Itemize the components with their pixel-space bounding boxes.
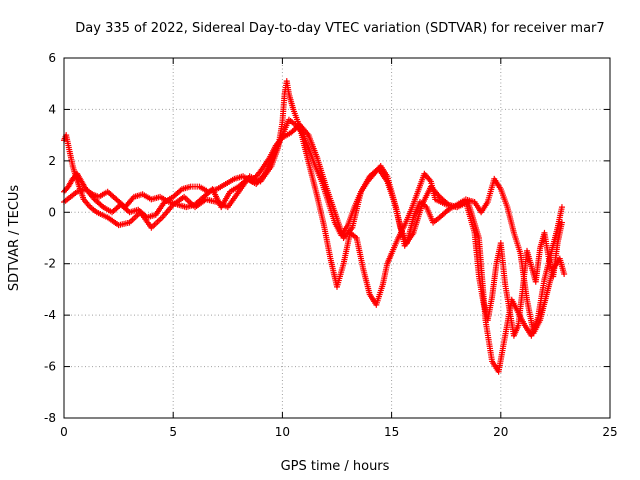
data-point bbox=[558, 204, 565, 211]
data-points bbox=[61, 78, 568, 375]
y-axis-label: SDTVAR / TECUs bbox=[7, 185, 22, 292]
x-tick-label: 0 bbox=[60, 425, 68, 439]
series-track-c bbox=[61, 121, 565, 339]
x-axis-label: GPS time / hours bbox=[281, 459, 390, 474]
x-tick-label: 25 bbox=[602, 425, 617, 439]
tick-labels: 0 5 10 15 20 25 -8 -6 -4 -2 0 2 4 6 bbox=[44, 51, 618, 439]
y-tick-label: 2 bbox=[48, 154, 56, 168]
axis-ticks bbox=[63, 57, 611, 419]
x-tick-label: 5 bbox=[169, 425, 177, 439]
data-point bbox=[561, 271, 568, 277]
grid bbox=[64, 58, 610, 418]
plot-frame bbox=[63, 57, 611, 419]
y-tick-label: 4 bbox=[48, 102, 56, 116]
chart-title: Day 335 of 2022, Sidereal Day-to-day VTE… bbox=[75, 21, 604, 36]
x-tick-label: 20 bbox=[493, 425, 508, 439]
series-track-a bbox=[61, 78, 565, 375]
y-tick-label: -2 bbox=[44, 257, 56, 271]
y-tick-label: 6 bbox=[48, 51, 56, 65]
data-point bbox=[558, 219, 565, 226]
x-tick-label: 15 bbox=[384, 425, 399, 439]
y-tick-label: -6 bbox=[44, 360, 56, 374]
y-tick-label: 0 bbox=[48, 205, 56, 219]
y-tick-label: -4 bbox=[44, 308, 56, 322]
y-tick-label: -8 bbox=[44, 411, 56, 425]
x-tick-label: 10 bbox=[275, 425, 290, 439]
